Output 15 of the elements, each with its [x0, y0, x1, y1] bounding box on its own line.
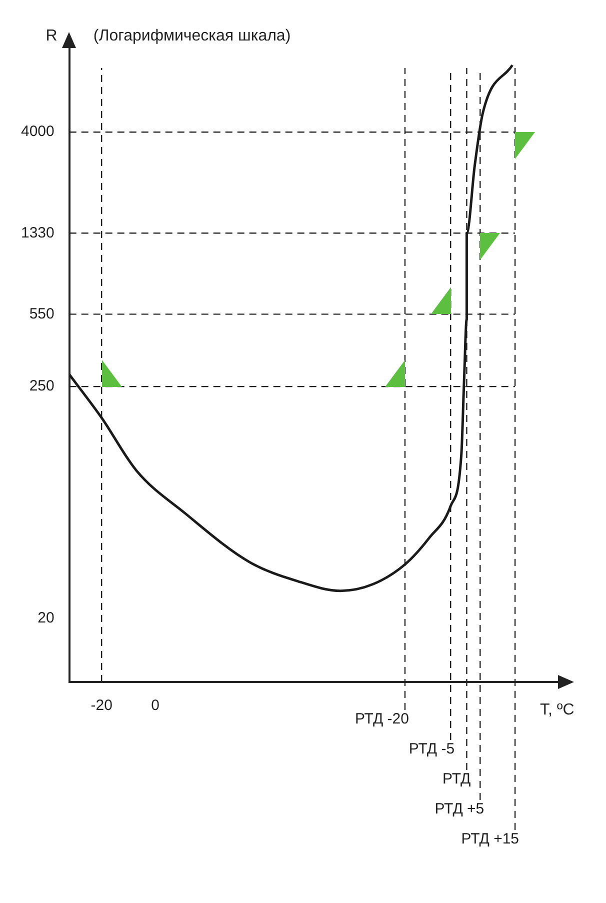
y-axis-title: R: [46, 27, 58, 44]
y-tick-label: 550: [29, 305, 54, 322]
ref-line-label: РТД: [442, 770, 471, 788]
y-tick-label: 1330: [20, 224, 54, 242]
ref-line-label: РТД +15: [461, 830, 520, 848]
text: (Логарифмическая шкала): [93, 27, 291, 44]
ref-line-label: РТД -20: [354, 710, 409, 728]
x-tick-label: 0: [151, 697, 160, 714]
ref-line-label: РТД -5: [408, 740, 455, 758]
y-tick-label: 250: [29, 378, 54, 395]
ref-line-label: РТД +5: [434, 800, 484, 818]
y-tick-label: 4000: [20, 123, 54, 140]
x-tick-label: -20: [90, 697, 112, 714]
x-axis-title: T, ºC: [540, 701, 574, 718]
y-tick-label: 20: [38, 610, 54, 627]
